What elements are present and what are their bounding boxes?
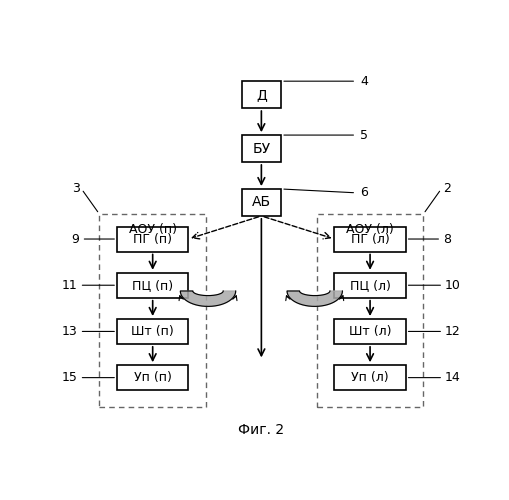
Polygon shape bbox=[287, 291, 342, 306]
Text: 2: 2 bbox=[442, 182, 450, 196]
Text: 6: 6 bbox=[359, 186, 367, 200]
Text: Шт (л): Шт (л) bbox=[348, 325, 390, 338]
Text: ПЦ (п): ПЦ (п) bbox=[132, 278, 173, 291]
Bar bbox=[241, 81, 280, 108]
Text: АОУ (п): АОУ (п) bbox=[128, 223, 176, 236]
Bar bbox=[334, 226, 405, 252]
Text: ПГ (л): ПГ (л) bbox=[350, 232, 389, 245]
Bar bbox=[117, 272, 188, 297]
Text: Фиг. 2: Фиг. 2 bbox=[238, 422, 284, 436]
Text: 13: 13 bbox=[62, 325, 77, 338]
Text: АБ: АБ bbox=[251, 196, 270, 209]
Bar bbox=[99, 214, 206, 406]
Polygon shape bbox=[180, 291, 235, 306]
Text: 9: 9 bbox=[72, 232, 79, 245]
Text: 3: 3 bbox=[72, 182, 79, 196]
Text: 14: 14 bbox=[444, 371, 460, 384]
Text: 8: 8 bbox=[442, 232, 450, 245]
Text: 12: 12 bbox=[444, 325, 460, 338]
Text: БУ: БУ bbox=[252, 142, 270, 156]
Text: ПЦ (л): ПЦ (л) bbox=[349, 278, 390, 291]
Text: Д: Д bbox=[256, 88, 266, 102]
Text: 11: 11 bbox=[62, 278, 77, 291]
Text: Уп (л): Уп (л) bbox=[351, 371, 388, 384]
Bar bbox=[316, 214, 422, 406]
Bar bbox=[117, 226, 188, 252]
Bar bbox=[241, 135, 280, 162]
Bar bbox=[117, 365, 188, 390]
Text: 5: 5 bbox=[359, 128, 367, 141]
Text: 15: 15 bbox=[62, 371, 77, 384]
Text: ПГ (п): ПГ (п) bbox=[133, 232, 172, 245]
Bar bbox=[241, 189, 280, 216]
Bar bbox=[334, 319, 405, 344]
Bar bbox=[334, 365, 405, 390]
Text: АОУ (л): АОУ (л) bbox=[346, 223, 393, 236]
Text: Уп (п): Уп (п) bbox=[133, 371, 172, 384]
Bar bbox=[117, 319, 188, 344]
Text: 10: 10 bbox=[444, 278, 460, 291]
Text: Шт (п): Шт (п) bbox=[131, 325, 174, 338]
Text: 4: 4 bbox=[359, 74, 367, 88]
Bar bbox=[334, 272, 405, 297]
